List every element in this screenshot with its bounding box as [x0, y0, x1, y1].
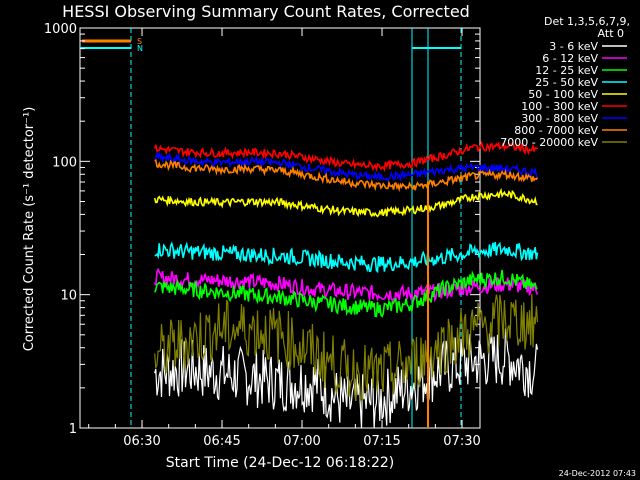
plot-frame — [79, 27, 481, 429]
legend-header-line-1: Det 1,3,5,6,7,9, — [544, 15, 630, 28]
legend-label: 7000 - 20000 keV — [500, 136, 598, 149]
x-tick-label: 06:30 — [123, 434, 160, 449]
footer-date: 24-Dec-2012 07:43 — [559, 469, 636, 478]
series-line-0 — [154, 328, 539, 429]
legend-label: 6 - 12 keV — [542, 52, 598, 65]
series-line-4 — [153, 187, 538, 218]
x-tick-label: 07:00 — [283, 434, 320, 449]
series-line-5 — [153, 140, 539, 173]
series-line-6 — [154, 150, 538, 183]
x-tick-label: 07:30 — [443, 434, 480, 449]
y-tick-label: 1000 — [44, 22, 77, 37]
flag-label-n: N — [137, 44, 143, 53]
series-line-8 — [154, 294, 539, 403]
flag-label-s: S — [137, 37, 142, 46]
x-tick-label: 07:15 — [363, 434, 400, 449]
chart-title: HESSI Observing Summary Count Rates, Cor… — [62, 2, 470, 21]
legend-label: 12 - 25 keV — [535, 64, 598, 77]
y-tick-label: 1 — [69, 422, 77, 437]
x-axis-label: Start Time (24-Dec-12 06:18:22) — [166, 455, 394, 471]
legend-label: 3 - 6 keV — [549, 40, 598, 53]
legend-label: 100 - 300 keV — [521, 100, 598, 113]
series-line-1 — [153, 267, 539, 303]
legend-label: 25 - 50 keV — [535, 76, 598, 89]
series-line-7 — [154, 158, 539, 193]
series-line-3 — [154, 241, 539, 274]
legend-label: 300 - 800 keV — [521, 112, 598, 125]
y-tick-label: 100 — [52, 155, 77, 170]
y-axis-label: Corrected Count Rate (s⁻¹ detector⁻¹) — [22, 107, 37, 352]
legend-header-line-2: Att 0 — [598, 27, 624, 40]
y-tick-label: 10 — [60, 289, 77, 304]
legend-label: 50 - 100 keV — [528, 88, 598, 101]
series-line-2 — [153, 269, 538, 318]
legend-label: 800 - 7000 keV — [514, 124, 598, 137]
x-tick-label: 06:45 — [203, 434, 240, 449]
